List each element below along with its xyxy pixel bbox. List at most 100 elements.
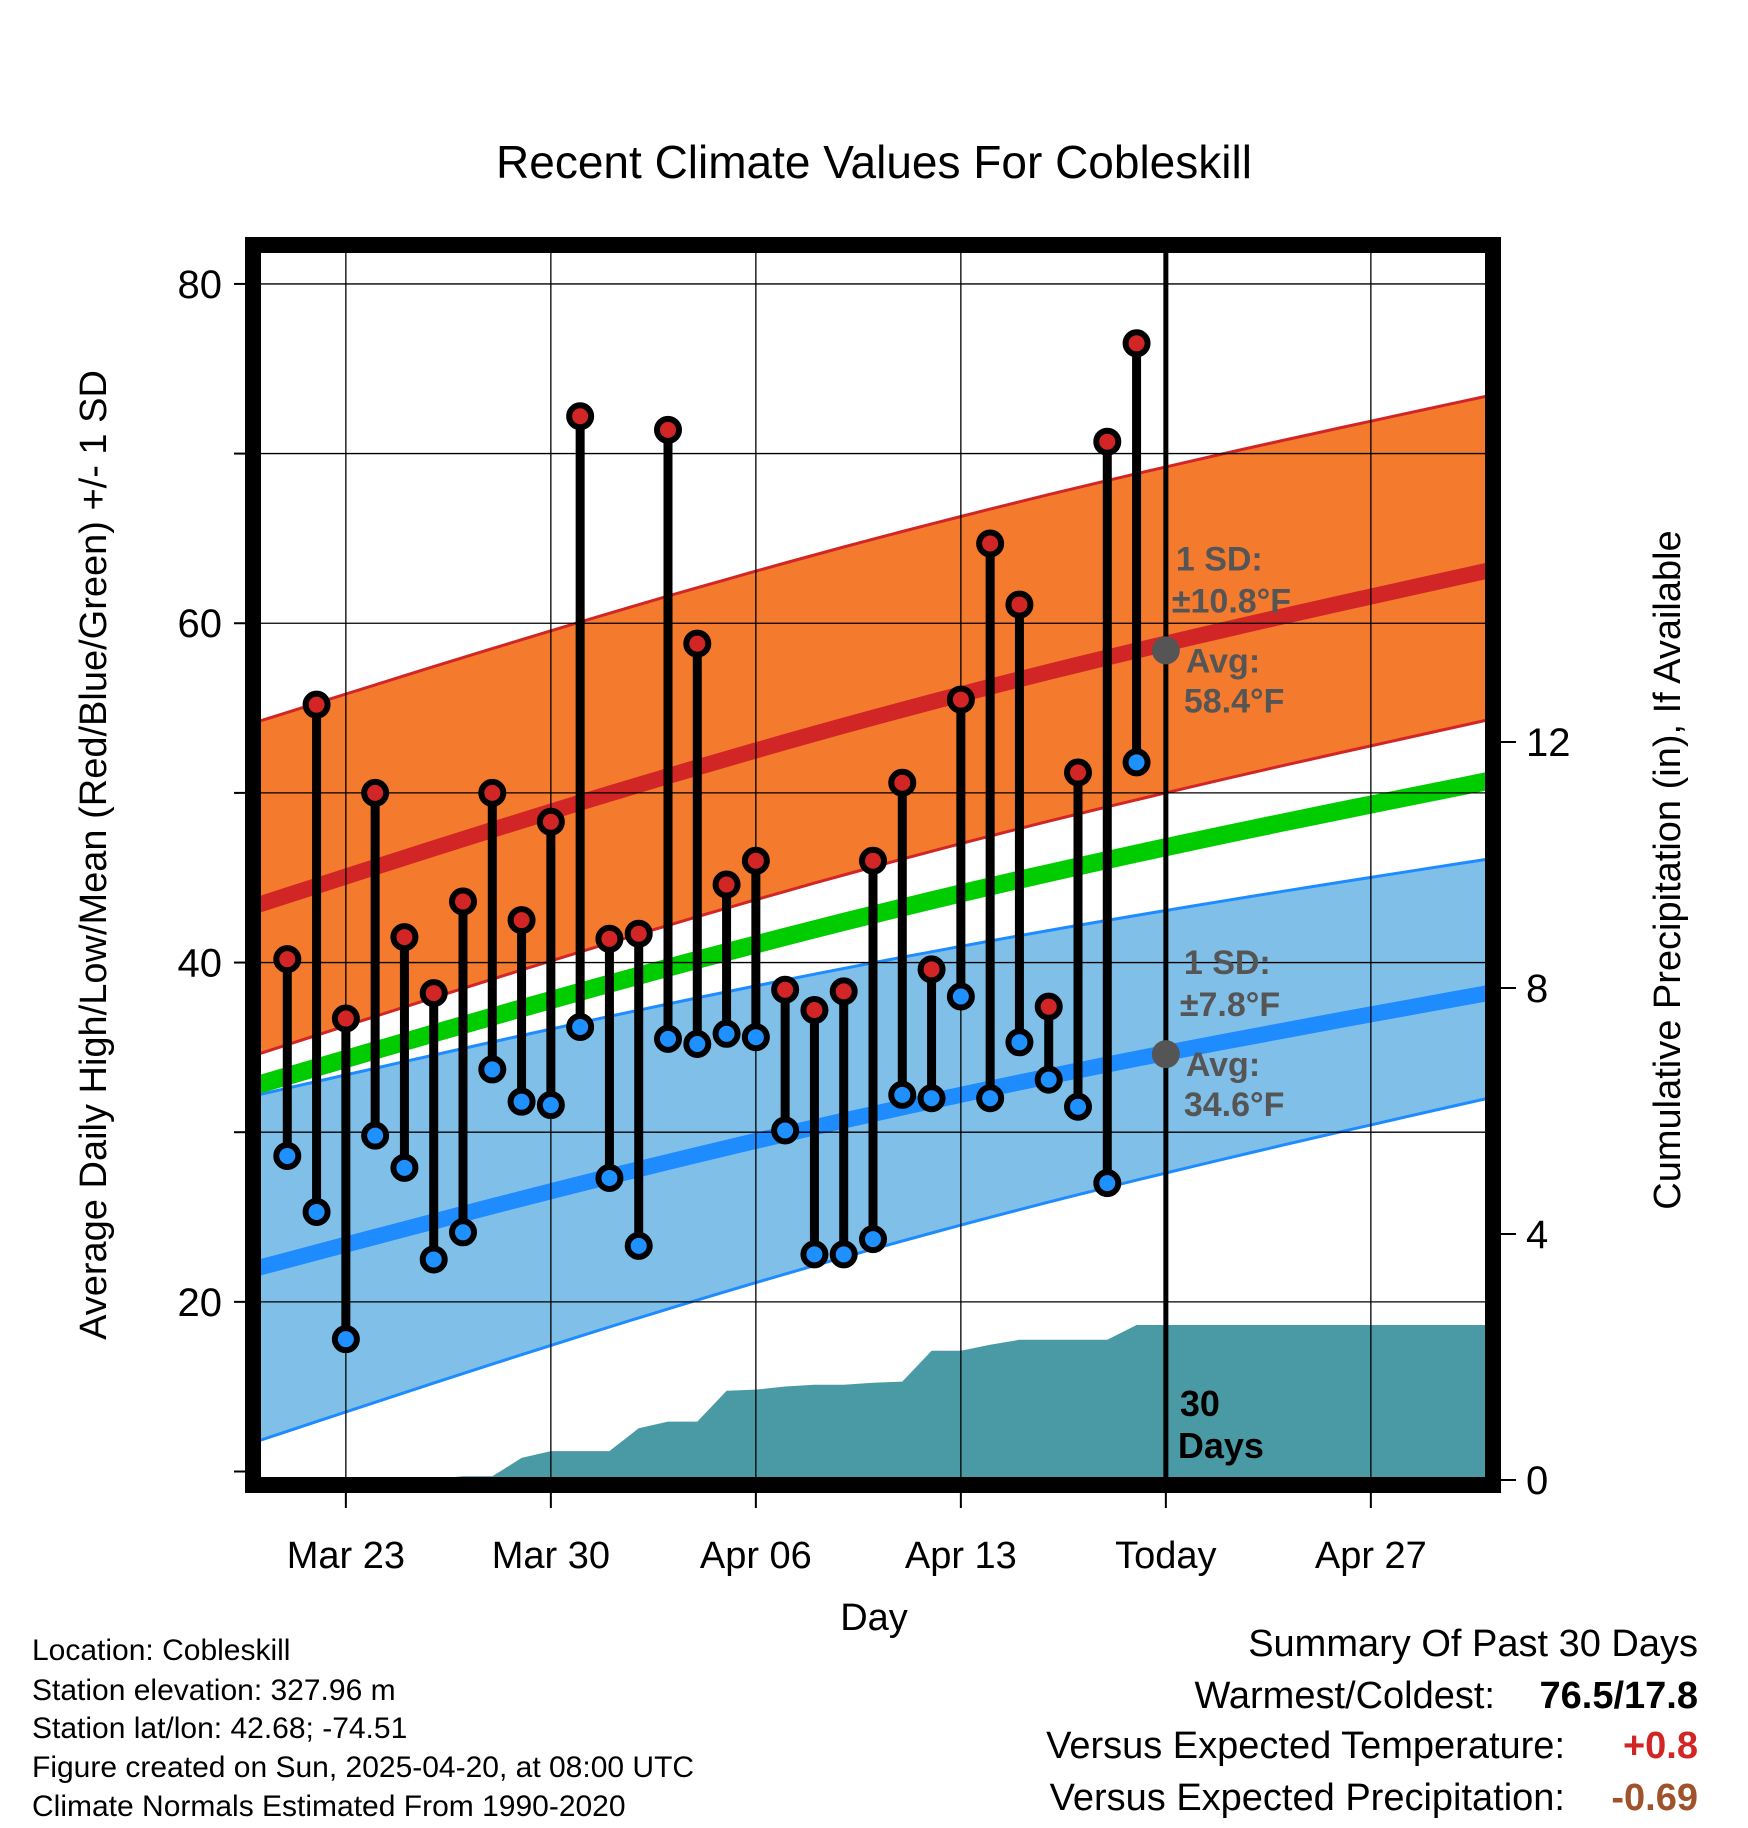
daily-low-point xyxy=(566,1013,595,1042)
daily-low-point xyxy=(888,1080,917,1109)
daily-low-point xyxy=(536,1091,565,1120)
summary-warm-cold-label: Warmest/Coldest: xyxy=(1194,1675,1495,1717)
daily-high-point xyxy=(1005,590,1034,619)
precipitation-area xyxy=(258,1325,1488,1480)
y-axis-right-label: Cumulative Precipitation (in), If Availa… xyxy=(1647,530,1689,1209)
daily-low-point xyxy=(273,1141,302,1170)
daily-high-point xyxy=(1093,427,1122,456)
daily-low-point xyxy=(1122,748,1151,777)
summary-precip-label: Versus Expected Precipitation: xyxy=(1050,1777,1565,1819)
daily-high-point xyxy=(536,807,565,836)
info-latlon: Station lat/lon: 42.68; -74.51 xyxy=(32,1712,407,1745)
summary-warm-cold-value: 76.5/17.8 xyxy=(1540,1675,1698,1717)
y-right-tick-label: 8 xyxy=(1526,967,1548,1011)
daily-low-point xyxy=(800,1240,829,1269)
low-avg-marker xyxy=(1151,1040,1180,1069)
daily-low-point xyxy=(361,1121,390,1150)
daily-low-point xyxy=(976,1084,1005,1113)
daily-high-point xyxy=(331,1004,360,1033)
daily-high-point xyxy=(976,529,1005,558)
daily-low-point xyxy=(449,1218,477,1247)
x-tick-label: Today xyxy=(1115,1535,1216,1577)
daily-high-point xyxy=(361,778,390,807)
high-avg-marker xyxy=(1151,636,1180,665)
axes: 20 40 60 80 0 4 8 12 Mar 23 Mar 30 Apr 06 Apr 13 Tod… xyxy=(178,237,1571,1577)
y-left-tick-label: 80 xyxy=(178,263,223,307)
daily-low-point xyxy=(917,1084,946,1113)
daily-high-point xyxy=(683,629,712,658)
x-tick-label: Apr 27 xyxy=(1315,1535,1427,1577)
daily-high-point xyxy=(419,979,448,1008)
daily-high-point xyxy=(624,919,653,948)
info-created: Figure created on Sun, 2025-04-20, at 08… xyxy=(32,1751,694,1784)
daily-low-point xyxy=(683,1029,712,1058)
high-upper-line xyxy=(257,394,1489,724)
daily-high-point xyxy=(1034,992,1063,1021)
daily-low-point xyxy=(595,1164,624,1193)
x-tick-label: Apr 06 xyxy=(700,1535,812,1577)
info-location: Location: Cobleskill xyxy=(32,1634,290,1667)
daily-low-point xyxy=(390,1153,419,1182)
daily-low-point xyxy=(478,1055,507,1084)
summary-temp-value: +0.8 xyxy=(1623,1725,1698,1767)
daily-high-point xyxy=(478,778,507,807)
daily-high-point xyxy=(595,924,624,953)
y-left-tick-label: 60 xyxy=(178,602,223,646)
low-sd-value: ±7.8°F xyxy=(1180,986,1280,1024)
daily-low-point xyxy=(507,1087,536,1116)
precip-area xyxy=(258,1325,1488,1480)
x-tick-label: Mar 30 xyxy=(492,1535,610,1577)
low-sd-label: 1 SD: xyxy=(1184,944,1271,982)
daily-high-point xyxy=(741,846,770,875)
daily-low-point xyxy=(1005,1028,1034,1057)
daily-low-point xyxy=(712,1019,741,1048)
x-tick-label: Mar 23 xyxy=(287,1535,405,1577)
daily-high-point xyxy=(654,415,682,444)
low-avg-label: Avg: xyxy=(1186,1046,1260,1084)
daily-high-point xyxy=(390,923,419,952)
chart-title: Recent Climate Values For Cobleskill xyxy=(496,136,1252,188)
y-right-tick-label: 4 xyxy=(1526,1213,1548,1257)
info-elevation: Station elevation: 327.96 m xyxy=(32,1674,396,1707)
daily-low-point xyxy=(859,1225,887,1254)
daily-low-point xyxy=(302,1197,331,1226)
observed-series xyxy=(273,329,1151,1354)
daily-high-point xyxy=(449,887,477,916)
daily-low-point xyxy=(1034,1065,1063,1094)
daily-low-point xyxy=(771,1116,800,1145)
x-tick-label: Apr 13 xyxy=(905,1535,1017,1577)
y-left-tick-label: 40 xyxy=(178,942,223,986)
y-right-tick-label: 0 xyxy=(1526,1459,1548,1503)
daily-high-point xyxy=(1122,329,1151,358)
daily-low-point xyxy=(654,1024,682,1053)
daily-high-point xyxy=(507,906,536,935)
daily-high-point xyxy=(771,975,800,1004)
summary-precip-value: -0.69 xyxy=(1611,1777,1698,1819)
high-sd-label: 1 SD: xyxy=(1176,540,1263,578)
summary-title: Summary Of Past 30 Days xyxy=(1248,1623,1698,1665)
high-avg-label: Avg: xyxy=(1186,642,1260,680)
high-sd-value: ±10.8°F xyxy=(1172,582,1291,620)
daily-high-point xyxy=(273,945,302,974)
daily-low-point xyxy=(419,1245,448,1274)
daily-high-point xyxy=(829,977,858,1006)
daily-high-point xyxy=(302,690,331,719)
high-avg-value: 58.4°F xyxy=(1184,682,1285,720)
daily-high-point xyxy=(1064,758,1092,787)
y-left-tick-label: 20 xyxy=(178,1281,223,1325)
daily-high-point xyxy=(800,996,829,1025)
high-normal-line xyxy=(255,562,1490,913)
daily-high-point xyxy=(859,846,887,875)
daily-high-point xyxy=(946,685,975,714)
summary-temp-label: Versus Expected Temperature: xyxy=(1046,1725,1565,1767)
daily-low-point xyxy=(624,1231,653,1260)
daily-low-point xyxy=(1093,1169,1122,1198)
y-right-tick-label: 12 xyxy=(1526,721,1571,765)
info-normals: Climate Normals Estimated From 1990-2020 xyxy=(32,1790,626,1823)
y-axis-left-label: Average Daily High/Low/Mean (Red/Blue/Gr… xyxy=(73,370,115,1340)
daily-low-point xyxy=(741,1023,770,1052)
daily-low-point xyxy=(331,1325,360,1354)
daily-low-point xyxy=(829,1240,858,1269)
